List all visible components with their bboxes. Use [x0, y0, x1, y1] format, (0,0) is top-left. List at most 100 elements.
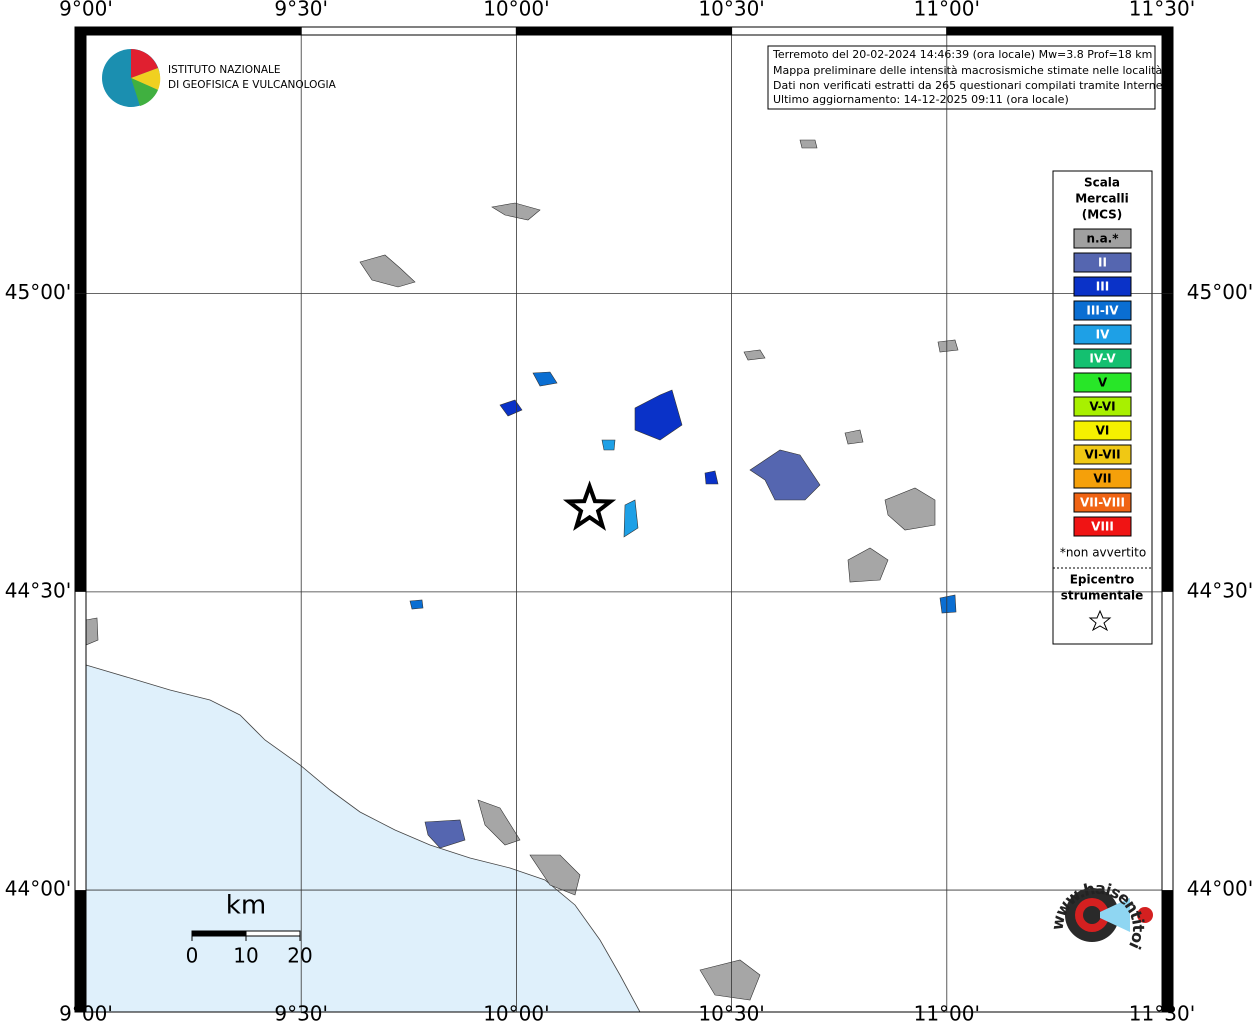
legend-star — [1088, 609, 1112, 632]
legend-swatch — [1073, 420, 1132, 441]
lon-tick-label: 9°30' — [274, 1002, 328, 1024]
legend-swatch — [1073, 396, 1132, 417]
logo-horn — [1100, 898, 1130, 932]
lon-tick-label: 9°30' — [274, 0, 328, 21]
lon-tick-label: 10°30' — [698, 1002, 764, 1024]
logo-badge — [1137, 907, 1153, 923]
lat-tick-label: 44°00' — [1187, 877, 1253, 901]
scale-unit: km — [226, 891, 266, 921]
town — [623, 499, 639, 538]
legend-label: VII-VIII — [1080, 496, 1125, 510]
frame-segment — [75, 293, 86, 592]
frame-segment — [1162, 293, 1173, 592]
legend-swatch — [1073, 468, 1132, 489]
legend-swatch — [1073, 492, 1132, 513]
lat-tick-label: 44°30' — [5, 578, 71, 602]
town — [704, 470, 719, 485]
town — [937, 339, 959, 353]
legend-label: III — [1096, 280, 1109, 294]
legend-label: VI-VII — [1084, 448, 1120, 462]
frame-segment — [75, 27, 86, 294]
legend-label: III-IV — [1086, 304, 1119, 318]
town — [749, 449, 821, 501]
legend-swatch — [1073, 300, 1132, 321]
lon-tick-label: 11°30' — [1129, 1002, 1195, 1024]
scale-segment — [245, 930, 301, 937]
scale-label: 0 — [186, 944, 199, 968]
info-line: Mappa preliminare delle intensità macros… — [773, 64, 1162, 77]
institute-line: DI GEOFISICA E VULCANOLOGIA — [168, 79, 337, 91]
frame-segment — [85, 26, 302, 36]
legend-label: V-VI — [1089, 400, 1115, 414]
scale-label: 20 — [287, 944, 312, 968]
institute-line: ISTITUTO NAZIONALE — [168, 64, 281, 76]
lat-tick-label: 44°30' — [1187, 578, 1253, 602]
town — [939, 594, 957, 614]
logo-target — [1083, 906, 1101, 924]
lon-tick-label: 10°30' — [698, 0, 764, 21]
frame-segment — [75, 890, 86, 1012]
frame-segment — [300, 26, 517, 36]
town — [532, 371, 558, 387]
legend-title: Mercalli — [1075, 192, 1129, 206]
legend-epicenter: strumentale — [1061, 589, 1144, 603]
town — [634, 389, 683, 441]
town — [424, 819, 466, 849]
legend-swatch — [1073, 252, 1132, 273]
legend-label: VI — [1096, 424, 1110, 438]
town — [799, 139, 818, 149]
frame-segment — [731, 26, 948, 36]
town — [359, 254, 416, 288]
town — [743, 349, 766, 361]
lon-tick-label: 11°00' — [914, 1002, 980, 1024]
lon-tick-label: 10°00' — [483, 1002, 549, 1024]
logo-wedge — [131, 49, 158, 78]
lat-tick-label: 45°00' — [1187, 280, 1253, 304]
legend-title: Scala — [1084, 176, 1120, 190]
town — [884, 487, 936, 531]
town — [847, 547, 889, 583]
frame-segment — [1162, 890, 1173, 1012]
legend-label: n.a.* — [1086, 232, 1119, 246]
legend-swatch — [1073, 516, 1132, 537]
town — [529, 854, 581, 896]
sea — [85, 664, 641, 1013]
legend-note: *non avvertito — [1060, 546, 1146, 560]
legend-label: IV-V — [1089, 352, 1116, 366]
legend-title: (MCS) — [1082, 208, 1123, 222]
legend-swatch — [1073, 228, 1132, 249]
lon-tick-label: 9°00' — [59, 1002, 113, 1024]
frame-segment — [1162, 27, 1173, 294]
info-line: Terremoto del 20-02-2024 14:46:39 (ora l… — [772, 48, 1152, 61]
legend-label: VIII — [1091, 520, 1114, 534]
town — [409, 599, 424, 610]
lon-tick-label: 10°00' — [483, 0, 549, 21]
ingv-logo: ISTITUTO NAZIONALE DI GEOFISICA E VULCAN… — [102, 49, 337, 107]
legend-swatch — [1073, 324, 1132, 345]
lon-tick-label: 9°00' — [59, 0, 113, 21]
town — [85, 617, 99, 646]
frame-segment — [515, 26, 733, 36]
legend-swatch — [1073, 348, 1132, 369]
epicenter — [562, 480, 617, 531]
town — [844, 429, 864, 445]
scale-label: 10 — [233, 944, 258, 968]
legend-swatch — [1073, 444, 1132, 465]
towns — [85, 139, 959, 1001]
legend-swatch — [1073, 276, 1132, 297]
legend-label: VII — [1093, 472, 1111, 486]
town — [699, 959, 761, 1001]
town — [477, 799, 521, 846]
lon-tick-label: 11°30' — [1129, 0, 1195, 21]
town — [601, 439, 616, 451]
legend-swatch — [1073, 372, 1132, 393]
info-box — [767, 45, 1156, 110]
legend-label: IV — [1096, 328, 1110, 342]
legend-epicenter: Epicentro — [1070, 573, 1135, 587]
info-line: Ultimo aggiornamento: 14-12-2025 09:11 (… — [773, 93, 1069, 106]
lon-tick-label: 11°00' — [914, 0, 980, 21]
logo-wedge — [131, 78, 158, 106]
logo-wedge — [131, 68, 161, 90]
frame-segment — [946, 26, 1163, 36]
